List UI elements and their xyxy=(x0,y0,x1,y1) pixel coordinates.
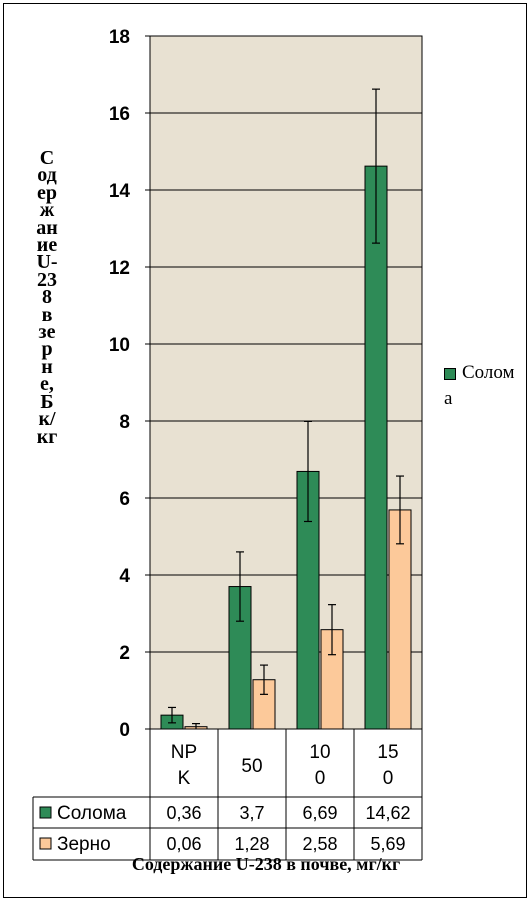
category-label: K xyxy=(178,768,191,789)
bar xyxy=(364,165,388,730)
data-label: 3,7 xyxy=(239,803,264,823)
y-tick-label: 12 xyxy=(109,258,130,279)
category-label: 15 xyxy=(377,742,398,763)
data-label: 2,58 xyxy=(302,834,337,854)
table-legend-key xyxy=(39,837,52,850)
category-label: NP xyxy=(171,742,197,763)
data-label: 5,69 xyxy=(370,834,405,854)
table-series-name: Солома xyxy=(57,803,127,824)
y-tick-labels: 0 2 4 6 8 10 12 14 16 18 xyxy=(109,27,131,741)
data-label: 1,28 xyxy=(234,834,269,854)
y-tick-label: 14 xyxy=(109,181,131,202)
y-tick-label: 8 xyxy=(119,412,130,433)
y-tick-label: 10 xyxy=(109,335,130,356)
x-axis-label: Содержание U-238 в почве, мг/кг xyxy=(131,854,401,874)
table-series-name: Зерно xyxy=(57,834,111,855)
y-tick-label: 18 xyxy=(109,27,130,48)
category-label: 0 xyxy=(315,768,326,789)
error-bars xyxy=(168,88,404,729)
data-label: 14,62 xyxy=(365,803,410,823)
y-tick-label: 6 xyxy=(119,489,130,510)
data-label: 0,36 xyxy=(166,803,201,823)
legend: Солом а xyxy=(444,360,526,412)
data-table: NP K 50 10 0 15 0 Солома 0,36 3,7 6,69 14,62 Зерно 0,… xyxy=(32,729,423,861)
legend-label-straw: Солом а xyxy=(444,362,515,409)
category-label: 50 xyxy=(241,756,262,777)
category-label: 0 xyxy=(383,768,394,789)
y-axis-label: Содержание U-238 в зерне, Бк/кг xyxy=(36,147,58,448)
category-label: 10 xyxy=(309,742,330,763)
legend-swatch-straw xyxy=(444,367,456,380)
chart-frame xyxy=(3,3,527,898)
table-legend-key xyxy=(39,806,52,819)
y-tick-label: 0 xyxy=(119,720,130,741)
y-tick-label: 16 xyxy=(109,104,130,125)
y-tick-label: 2 xyxy=(119,643,130,664)
data-label: 0,06 xyxy=(166,834,201,854)
y-tick-label: 4 xyxy=(119,566,130,587)
data-label: 6,69 xyxy=(302,803,337,823)
